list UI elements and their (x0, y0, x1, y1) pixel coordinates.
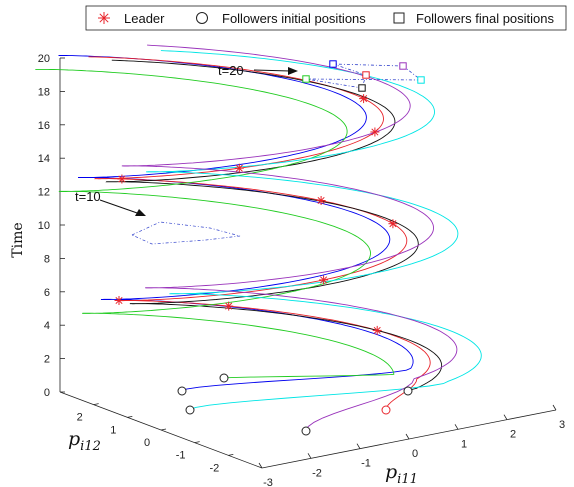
annotation-t20-label: t=20 (218, 63, 244, 78)
z-tick-label: 20 (38, 53, 50, 65)
x-axis-label: pi11 (385, 461, 418, 487)
final-position-marker (358, 84, 366, 92)
annotation-t20-arrow (253, 69, 291, 72)
annotation-t10-arrowhead (135, 209, 146, 216)
z-tick-label: 18 (38, 86, 50, 98)
trajectories (35, 44, 482, 432)
annotation-t10-label: t=10 (75, 189, 101, 204)
x-tick-label: 0 (412, 448, 418, 460)
x-axis-label-base: p (385, 461, 397, 483)
leader-marker (114, 296, 124, 305)
initial-position-marker (381, 405, 391, 415)
x-axis-label-sub: i11 (397, 472, 418, 487)
x-tick-label: 3 (559, 419, 565, 431)
leader-marker (359, 94, 369, 104)
z-ticks: 0 2 4 6 8 10 12 14 16 18 20 (38, 53, 65, 399)
z-tick-label: 12 (38, 187, 50, 199)
z-tick-label: 14 (38, 153, 50, 165)
annotation-t10: t=10 (75, 189, 146, 216)
initial-position-marker (301, 426, 311, 436)
leader-marker (319, 275, 329, 285)
x-tick-mark (307, 453, 312, 459)
y-axis-label-base: p (68, 428, 80, 450)
final-position-marker (417, 76, 425, 84)
y-tick-label: 2 (77, 412, 83, 424)
leader-marker (370, 127, 380, 137)
axes (59, 58, 557, 469)
legend-initial-label: Followers initial positions (222, 11, 366, 26)
legend-leader-marker (98, 12, 110, 24)
y-axis-label-sub: i12 (80, 439, 101, 454)
x-tick-mark (454, 424, 459, 430)
initial-position-marker (403, 386, 413, 396)
leader-marker (316, 196, 326, 205)
y-tick-mark (228, 453, 234, 456)
y-tick-mark (160, 428, 167, 431)
x-tick-label: 2 (510, 429, 516, 441)
legend-leader-label: Leader (124, 11, 165, 26)
y-tick-label: 0 (144, 437, 150, 449)
z-tick-label: 16 (38, 120, 50, 132)
trajectory-line (105, 59, 443, 392)
leader-marker (372, 325, 382, 335)
legend-final-marker (393, 12, 405, 24)
trajectory-line (146, 50, 482, 411)
trajectory-line (121, 44, 458, 432)
legend-initial-marker (196, 12, 208, 24)
trajectory-line (58, 55, 414, 392)
trajectory-line (35, 68, 395, 379)
y-tick-mark (127, 415, 133, 418)
leader-marker (117, 174, 127, 184)
y-tick-label: 1 (110, 424, 116, 436)
legend: Leader Followers initial positions Follo… (85, 5, 567, 31)
initial-position-marker (177, 386, 187, 396)
y-axis-label: pi12 (68, 428, 101, 454)
y-tick-mark (93, 403, 99, 406)
final-position-marker (329, 60, 337, 68)
final-position-marker (302, 75, 310, 83)
x-tick-label: 1 (461, 438, 467, 450)
z-tick-label: 2 (44, 354, 50, 366)
initial-position-marker (185, 405, 195, 415)
y-ticks: -2 -1 0 1 2 (77, 403, 234, 474)
trajectory-line (88, 56, 431, 411)
x-tick-mark (552, 404, 557, 411)
final-position-marker (399, 62, 407, 70)
y-tick-label: -2 (209, 462, 219, 474)
annotation-t20: t=20 (218, 63, 298, 78)
mid-formation-link (131, 221, 241, 245)
x-tick-mark (356, 443, 361, 449)
leader-marker (224, 301, 234, 311)
z-tick-label: 6 (44, 287, 50, 299)
initial-position-marker (219, 373, 229, 383)
x-tick-mark (503, 414, 508, 420)
legend-final-label: Followers final positions (416, 11, 555, 26)
z-tick-label: 0 (44, 387, 50, 399)
annotation-t20-arrowhead (288, 67, 298, 75)
y-tick-mark (194, 441, 200, 444)
y-tick-label: -1 (176, 450, 186, 462)
x-tick-mark (258, 462, 263, 469)
z-axis-label: Time (10, 222, 26, 257)
annotation-t10-arrow (99, 199, 141, 215)
z-tick-label: 10 (38, 220, 50, 232)
x-tick-label: -1 (361, 458, 371, 470)
leader-marker (388, 219, 398, 229)
x-tick-label: -2 (312, 467, 322, 479)
x-tick-mark (405, 433, 410, 440)
markers (114, 60, 425, 436)
x-ticks: -3 -2 -1 0 1 2 3 (258, 404, 565, 487)
z-tick-label: 4 (44, 320, 50, 332)
x-tick-label: -3 (263, 477, 273, 487)
final-position-marker (362, 71, 370, 79)
leader-marker (234, 163, 244, 173)
z-tick-label: 8 (44, 253, 50, 265)
